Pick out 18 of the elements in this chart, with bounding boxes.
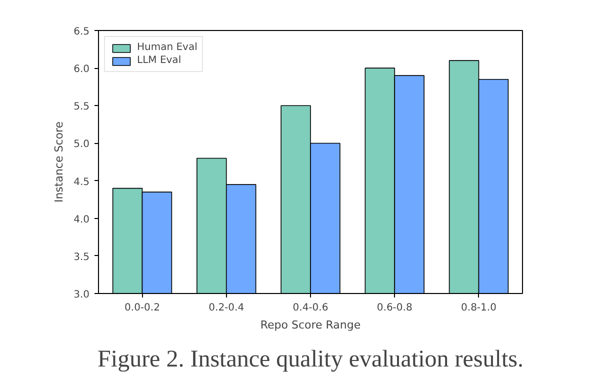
- y-tick-label: 6.0: [74, 64, 90, 76]
- x-tick-label: 0.8-1.0: [461, 302, 496, 314]
- x-tick-label: 0.4-0.6: [292, 302, 328, 314]
- y-tick-label: 5.0: [74, 139, 90, 150]
- x-tick-label: 0.2-0.4: [208, 302, 244, 314]
- y-tick-label: 3.0: [74, 290, 90, 300]
- x-axis-title: Repo Score Range: [260, 318, 361, 332]
- y-tick-label: 5.5: [74, 102, 90, 113]
- legend-label: LLM Eval: [137, 55, 182, 66]
- x-tick-label: 0.0-0.2: [124, 302, 160, 314]
- y-tick-label: 4.0: [74, 214, 90, 226]
- x-tick-label: 0.6-0.8: [376, 302, 412, 314]
- y-tick-label: 6.5: [74, 26, 90, 38]
- y-tick-label: 4.5: [74, 176, 90, 188]
- y-axis-title: Instance Score: [52, 121, 66, 203]
- caption: Figure 2. Instance quality evaluation results.: [98, 346, 524, 372]
- legend-label: Human Eval: [137, 42, 198, 53]
- y-tick-label: 3.5: [74, 252, 90, 263]
